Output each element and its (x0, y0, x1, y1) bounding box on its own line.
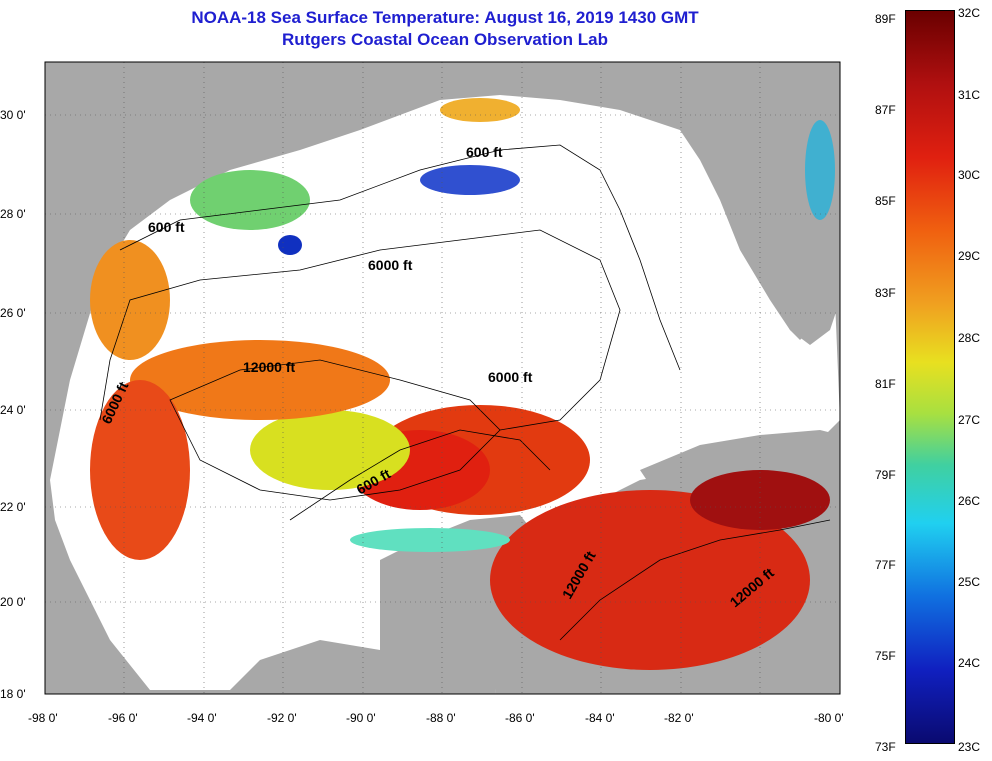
cb-f-77: 77F (875, 558, 896, 572)
lon-tick: -88 0' (426, 711, 456, 725)
contour-label-600ft-texas: 600 ft (148, 219, 185, 235)
sst-patch-blue-eddy (278, 235, 302, 255)
lon-tick: -82 0' (664, 711, 694, 725)
cb-c-30: 30C (958, 168, 981, 182)
cb-c-28: 28C (958, 331, 981, 345)
lon-axis: -98 0' -96 0' -94 0' -92 0' -90 0' -88 0… (28, 711, 844, 725)
lon-tick: -80 0' (814, 711, 844, 725)
sst-patch-blue-north (420, 165, 520, 195)
cb-f-89: 89F (875, 12, 896, 26)
contour-label-12000ft-central: 12000 ft (243, 359, 295, 375)
sst-patch-florida-east (805, 120, 835, 220)
cb-c-23: 23C (958, 740, 981, 754)
sst-patch-yellow (250, 410, 410, 490)
cb-f-75: 75F (875, 649, 896, 663)
grid-lines (45, 62, 840, 694)
sst-patch-hot (690, 470, 830, 530)
lon-tick: -86 0' (505, 711, 535, 725)
lon-tick: -84 0' (585, 711, 615, 725)
cb-f-79: 79F (875, 468, 896, 482)
lat-tick: 26 0' (0, 306, 26, 320)
contour-600ft-yucatan (289, 429, 551, 521)
lon-tick: -98 0' (28, 711, 58, 725)
cb-f-87: 87F (875, 103, 896, 117)
lat-tick: 30 0' (0, 108, 26, 122)
sst-patch-orange-west (130, 340, 390, 420)
contour-label-6000ft-east: 6000 ft (488, 369, 533, 385)
lat-axis: 30 0' 28 0' 26 0' 24 0' 22 0' 20 0' 18 0… (0, 108, 26, 701)
sst-patch-mexico-coast (90, 380, 190, 560)
map-title: NOAA-18 Sea Surface Temperature: August … (191, 8, 699, 27)
lon-tick: -90 0' (346, 711, 376, 725)
contour-12000ft-caribbean (559, 519, 831, 641)
lat-tick: 18 0' (0, 687, 26, 701)
contour-12000ft (169, 359, 501, 501)
lon-tick: -94 0' (187, 711, 217, 725)
cb-c-24: 24C (958, 656, 981, 670)
lat-tick: 24 0' (0, 403, 26, 417)
cb-c-25: 25C (958, 575, 981, 589)
sst-patch-caribbean (490, 490, 810, 670)
cb-f-81: 81F (875, 377, 896, 391)
cb-c-32: 32C (958, 6, 981, 20)
color-bar (905, 10, 955, 744)
map-frame (44, 61, 841, 695)
lat-tick: 28 0' (0, 207, 26, 221)
contour-6000ft (99, 229, 621, 431)
cb-f-73: 73F (875, 740, 896, 754)
lon-tick: -96 0' (108, 711, 138, 725)
map-subtitle: Rutgers Coastal Ocean Observation Lab (282, 30, 608, 49)
contour-label-600ft-louisiana: 600 ft (466, 144, 503, 160)
cb-c-27: 27C (958, 413, 981, 427)
cb-f-85: 85F (875, 194, 896, 208)
florida-land (700, 62, 840, 345)
sst-patch-cyan-shelf (350, 528, 510, 552)
cb-c-31: 31C (958, 88, 981, 102)
sst-patch-louisiana (440, 98, 520, 122)
contour-600ft (119, 144, 681, 371)
cb-f-83: 83F (875, 286, 896, 300)
cb-c-29: 29C (958, 249, 981, 263)
lon-tick: -92 0' (267, 711, 297, 725)
lat-tick: 22 0' (0, 500, 26, 514)
cuba-land (640, 430, 840, 500)
lat-tick: 20 0' (0, 595, 26, 609)
contour-label-6000ft-north: 6000 ft (368, 257, 413, 273)
sst-patch-green-north (190, 170, 310, 230)
cb-c-26: 26C (958, 494, 981, 508)
gulf-cloud-mask (50, 95, 840, 694)
